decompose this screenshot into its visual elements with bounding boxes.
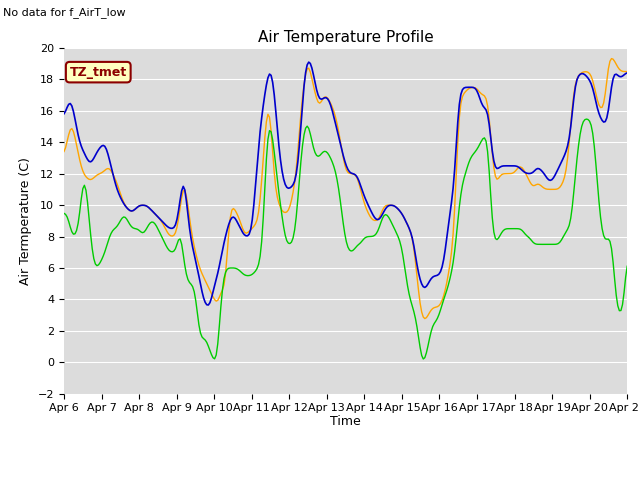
X-axis label: Time: Time — [330, 415, 361, 428]
Title: Air Temperature Profile: Air Temperature Profile — [258, 30, 433, 46]
Text: No data for f_AirT_low: No data for f_AirT_low — [3, 7, 126, 18]
Legend: AirT 1.8m, AirT 6.0m, AirT 22m: AirT 1.8m, AirT 6.0m, AirT 22m — [171, 475, 520, 480]
Y-axis label: Air Termperature (C): Air Termperature (C) — [19, 157, 32, 285]
Text: TZ_tmet: TZ_tmet — [70, 66, 127, 79]
